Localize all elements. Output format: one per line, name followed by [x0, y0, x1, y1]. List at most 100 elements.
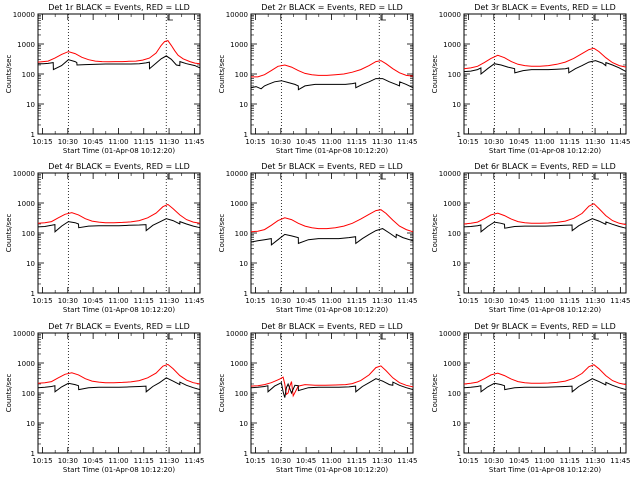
panel-title: Det 2r BLACK = Events, RED = LLD — [261, 3, 403, 12]
y-tick-label: 100 — [235, 390, 248, 398]
x-axis-label: Start Time (01-Apr-08 10:12:20) — [63, 466, 175, 474]
events-series-line — [463, 218, 627, 233]
top-bracket-marker — [167, 334, 173, 340]
y-tick-label: 10000 — [439, 170, 461, 178]
y-tick-label: 1000 — [230, 41, 248, 49]
y-tick-label: 10000 — [226, 11, 248, 19]
x-tick-label: 10:45 — [296, 138, 316, 146]
y-tick-label: 100 — [22, 71, 35, 79]
y-tick-label: 10000 — [13, 11, 35, 19]
y-tick-label: 10000 — [13, 170, 35, 178]
x-tick-label: 11:15 — [347, 138, 367, 146]
y-tick-label: 1 — [457, 450, 461, 458]
panel-title: Det 8r BLACK = Events, RED = LLD — [261, 322, 403, 331]
x-tick-label: 11:45 — [184, 297, 204, 305]
detector-panel: Det 2r BLACK = Events, RED = LLD 1 10 100 10… — [218, 3, 417, 155]
y-axis-label: Counts/sec — [218, 374, 226, 413]
x-tick-label: 11:45 — [184, 457, 204, 465]
x-tick-label: 11:00 — [534, 297, 554, 305]
top-bracket-marker — [380, 15, 386, 21]
y-tick-label: 10000 — [13, 330, 35, 338]
x-tick-label: 10:15 — [32, 297, 52, 305]
x-tick-label: 10:30 — [484, 457, 504, 465]
lld-series-line — [37, 363, 201, 385]
y-tick-label: 10000 — [439, 330, 461, 338]
y-tick-label: 1000 — [230, 200, 248, 208]
top-bracket-marker — [380, 174, 386, 180]
events-series-line — [463, 378, 627, 393]
y-tick-label: 1000 — [443, 200, 461, 208]
x-tick-label: 10:15 — [458, 138, 478, 146]
y-tick-label: 1 — [457, 131, 461, 139]
events-series-line — [250, 228, 414, 246]
lld-series-line — [463, 47, 627, 70]
events-series-line — [250, 78, 414, 91]
x-tick-label: 10:45 — [296, 297, 316, 305]
y-tick-label: 100 — [448, 230, 461, 238]
lld-series-line — [37, 40, 201, 65]
events-series-line — [463, 60, 627, 76]
x-tick-label: 10:45 — [83, 297, 103, 305]
y-tick-label: 10 — [452, 260, 461, 268]
x-tick-label: 10:30 — [58, 138, 78, 146]
x-axis-label: Start Time (01-Apr-08 10:12:20) — [276, 466, 388, 474]
panel-title: Det 9r BLACK = Events, RED = LLD — [474, 322, 616, 331]
y-tick-label: 1000 — [230, 360, 248, 368]
x-tick-label: 11:45 — [610, 138, 630, 146]
x-tick-label: 10:15 — [32, 457, 52, 465]
x-tick-label: 11:30 — [585, 138, 605, 146]
x-tick-label: 11:30 — [372, 138, 392, 146]
x-tick-label: 11:45 — [397, 138, 417, 146]
detector-panel: Det 7r BLACK = Events, RED = LLD 1 10 100 10… — [5, 322, 204, 474]
top-bracket-marker — [167, 174, 173, 180]
x-tick-label: 11:45 — [610, 457, 630, 465]
x-tick-label: 11:00 — [321, 138, 341, 146]
y-axis-label: Counts/sec — [431, 374, 439, 413]
x-tick-label: 11:00 — [108, 457, 128, 465]
x-tick-label: 11:15 — [134, 138, 154, 146]
y-axis-label: Counts/sec — [5, 374, 13, 413]
panel-title: Det 1r BLACK = Events, RED = LLD — [48, 3, 190, 12]
events-series-line — [38, 55, 201, 71]
top-bracket-marker — [593, 15, 599, 21]
top-bracket-marker — [593, 334, 599, 340]
x-tick-label: 11:00 — [534, 457, 554, 465]
y-tick-label: 10 — [26, 420, 35, 428]
x-tick-label: 11:00 — [108, 138, 128, 146]
x-tick-label: 10:15 — [458, 457, 478, 465]
detector-panel: Det 3r BLACK = Events, RED = LLD 1 10 100 10… — [431, 3, 630, 155]
y-tick-label: 100 — [448, 71, 461, 79]
x-tick-label: 11:15 — [347, 297, 367, 305]
x-tick-label: 11:30 — [372, 297, 392, 305]
y-tick-label: 10 — [452, 420, 461, 428]
x-tick-label: 10:45 — [509, 297, 529, 305]
y-tick-label: 1000 — [443, 41, 461, 49]
x-tick-label: 10:45 — [83, 457, 103, 465]
y-axis-label: Counts/sec — [431, 214, 439, 253]
panel-title: Det 4r BLACK = Events, RED = LLD — [48, 162, 190, 171]
panel-title: Det 5r BLACK = Events, RED = LLD — [261, 162, 403, 171]
x-axis-label: Start Time (01-Apr-08 10:12:20) — [489, 147, 601, 155]
y-tick-label: 10 — [452, 101, 461, 109]
detector-panel: Det 6r BLACK = Events, RED = LLD 1 10 100 10… — [431, 162, 630, 314]
x-tick-label: 10:30 — [58, 457, 78, 465]
x-tick-label: 11:45 — [184, 138, 204, 146]
x-axis-label: Start Time (01-Apr-08 10:12:20) — [63, 147, 175, 155]
y-axis-label: Counts/sec — [5, 55, 13, 94]
y-tick-label: 10 — [26, 260, 35, 268]
x-axis-label: Start Time (01-Apr-08 10:12:20) — [489, 466, 601, 474]
y-axis-label: Counts/sec — [218, 55, 226, 94]
y-tick-label: 1 — [31, 131, 35, 139]
y-tick-label: 100 — [22, 390, 35, 398]
x-tick-label: 11:15 — [560, 138, 580, 146]
lld-series-line — [463, 203, 627, 226]
x-tick-label: 10:15 — [245, 297, 265, 305]
y-tick-label: 1000 — [17, 360, 35, 368]
x-tick-label: 10:30 — [271, 297, 291, 305]
top-bracket-marker — [593, 174, 599, 180]
x-tick-label: 10:45 — [509, 457, 529, 465]
x-tick-label: 10:15 — [32, 138, 52, 146]
x-tick-label: 10:15 — [458, 297, 478, 305]
detector-panel: Det 1r BLACK = Events, RED = LLD 1 10 100 10… — [5, 3, 204, 155]
